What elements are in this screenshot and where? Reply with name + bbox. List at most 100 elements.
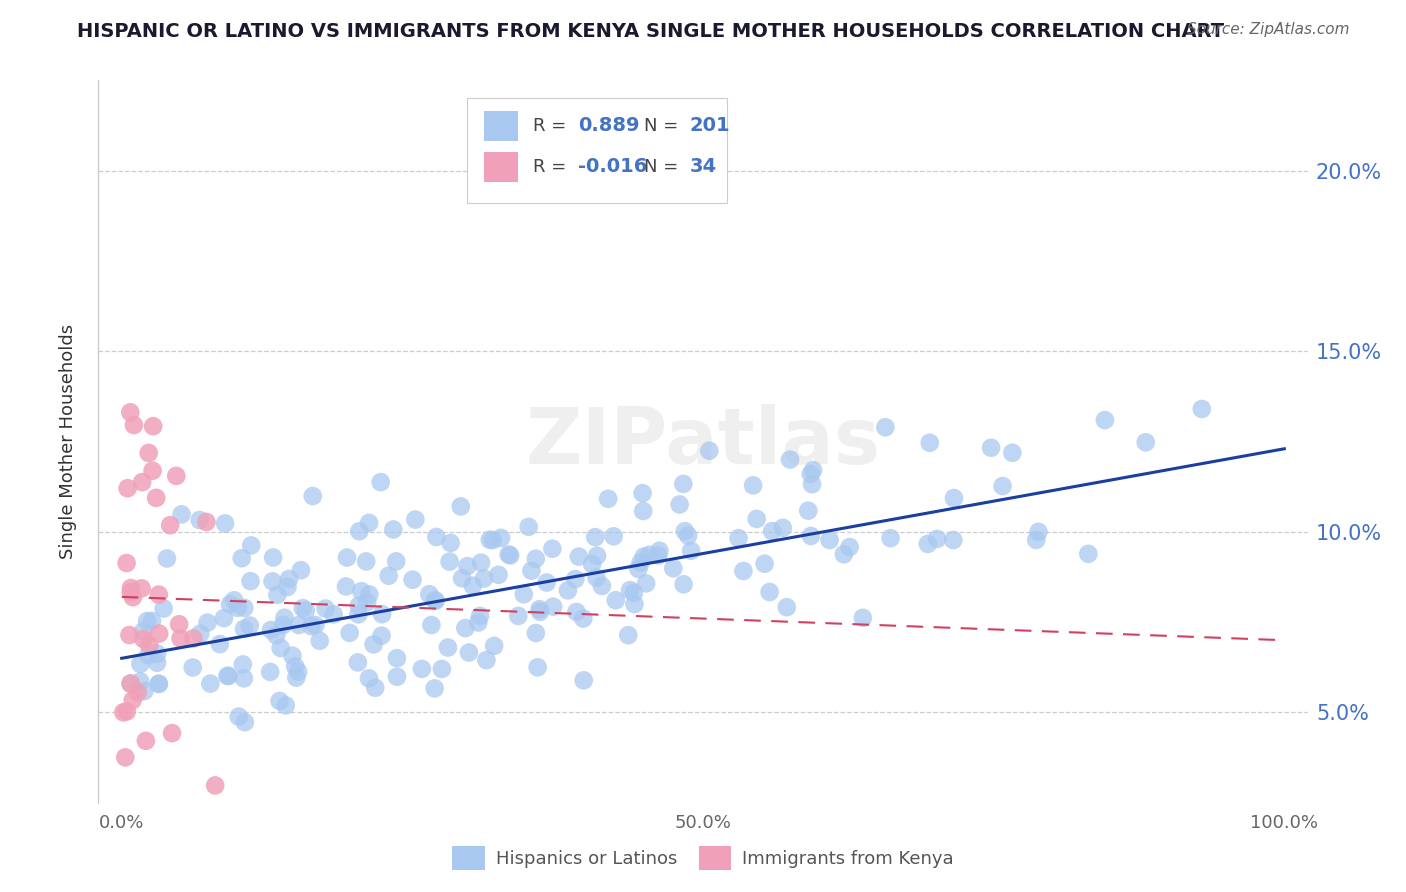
Point — [287, 618, 309, 632]
Point — [219, 597, 242, 611]
Point — [508, 609, 530, 624]
Y-axis label: Single Mother Households: Single Mother Households — [59, 324, 77, 559]
Point — [181, 660, 204, 674]
Point — [273, 610, 295, 624]
Point — [1094, 413, 1116, 427]
Point — [404, 512, 426, 526]
Point — [454, 621, 477, 635]
Point — [284, 659, 307, 673]
Point — [482, 533, 505, 547]
Point — [991, 479, 1014, 493]
Point — [564, 572, 586, 586]
Point — [423, 681, 446, 696]
Point — [347, 607, 370, 622]
Point — [761, 524, 783, 538]
Point — [304, 618, 326, 632]
Point — [167, 617, 190, 632]
Point — [281, 648, 304, 663]
Point — [138, 638, 160, 652]
Point — [127, 685, 149, 699]
Point — [591, 579, 613, 593]
Point — [262, 550, 284, 565]
Point — [627, 562, 650, 576]
Point — [470, 556, 492, 570]
Point — [134, 684, 156, 698]
Point — [742, 478, 765, 492]
Point — [638, 548, 661, 562]
Point — [420, 618, 443, 632]
Point — [233, 715, 256, 730]
Point — [217, 669, 239, 683]
Point — [212, 611, 235, 625]
Point — [146, 656, 169, 670]
Text: -0.016: -0.016 — [578, 158, 648, 177]
Point — [371, 607, 394, 622]
FancyBboxPatch shape — [467, 98, 727, 203]
Point — [148, 626, 170, 640]
Point — [266, 588, 288, 602]
Point — [852, 611, 875, 625]
Point — [129, 674, 152, 689]
Point — [131, 582, 153, 596]
Text: ZIPatlas: ZIPatlas — [526, 403, 880, 480]
Point — [197, 615, 219, 630]
Point — [335, 579, 357, 593]
Point — [475, 653, 498, 667]
Point — [681, 543, 703, 558]
Point — [879, 531, 901, 545]
Point — [818, 533, 841, 547]
Point — [585, 571, 607, 585]
Point — [526, 660, 548, 674]
Point — [617, 628, 640, 642]
Point — [122, 591, 145, 605]
Point — [401, 573, 423, 587]
Point — [315, 601, 337, 615]
Text: R =: R = — [533, 158, 571, 176]
Point — [120, 676, 142, 690]
Point — [572, 611, 595, 625]
Point — [270, 640, 292, 655]
Point — [425, 530, 447, 544]
Point — [301, 489, 323, 503]
Point — [524, 626, 547, 640]
Legend: Hispanics or Latinos, Immigrants from Kenya: Hispanics or Latinos, Immigrants from Ke… — [446, 839, 960, 877]
Point — [295, 603, 318, 617]
Point — [132, 632, 155, 646]
Point — [354, 554, 377, 568]
Point — [385, 554, 408, 568]
Point — [423, 593, 446, 607]
Point — [262, 574, 284, 589]
Point — [359, 587, 381, 601]
Point — [583, 530, 606, 544]
Point — [132, 624, 155, 639]
Point — [120, 676, 142, 690]
Point — [349, 524, 371, 539]
Point — [1028, 524, 1050, 539]
Point — [636, 576, 658, 591]
Point — [541, 541, 564, 556]
Point — [418, 587, 440, 601]
Point — [239, 574, 262, 588]
Point — [631, 486, 654, 500]
Point — [112, 706, 135, 720]
Point — [160, 726, 183, 740]
Point — [631, 504, 654, 518]
Point — [299, 619, 322, 633]
Point — [232, 671, 254, 685]
Point — [917, 537, 939, 551]
Point — [529, 602, 551, 616]
Point — [633, 549, 655, 564]
Point — [363, 637, 385, 651]
Point — [188, 513, 211, 527]
Text: N =: N = — [644, 158, 683, 176]
Text: Source: ZipAtlas.com: Source: ZipAtlas.com — [1187, 22, 1350, 37]
Point — [430, 662, 453, 676]
Point — [800, 529, 823, 543]
Point — [623, 586, 645, 600]
Point — [165, 469, 187, 483]
Point — [439, 555, 461, 569]
Point — [672, 476, 695, 491]
Point — [120, 585, 142, 599]
Point — [776, 600, 799, 615]
Point — [228, 709, 250, 723]
